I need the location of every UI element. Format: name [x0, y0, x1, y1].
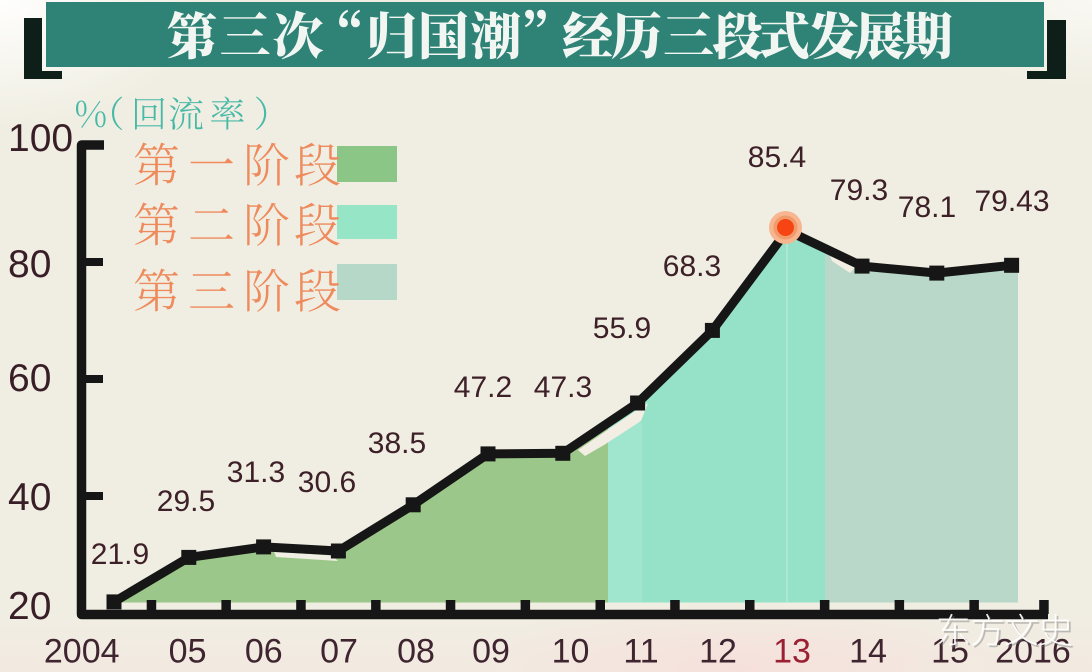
svg-text:06: 06 — [245, 633, 283, 671]
svg-text:47.3: 47.3 — [534, 371, 592, 404]
svg-text:13: 13 — [773, 633, 811, 671]
svg-text:2016: 2016 — [995, 633, 1071, 671]
svg-text:80: 80 — [8, 243, 51, 286]
svg-text:21.9: 21.9 — [91, 538, 149, 571]
svg-text:05: 05 — [169, 633, 207, 671]
svg-text:100: 100 — [8, 117, 73, 160]
svg-text:30.6: 30.6 — [298, 466, 356, 499]
svg-text:14: 14 — [849, 633, 887, 671]
svg-text:31.3: 31.3 — [227, 456, 285, 489]
svg-text:10: 10 — [552, 633, 590, 671]
svg-text:2004: 2004 — [44, 633, 120, 671]
svg-text:07: 07 — [320, 633, 358, 671]
svg-text:60: 60 — [8, 357, 51, 400]
svg-text:47.2: 47.2 — [454, 371, 512, 404]
svg-text:68.3: 68.3 — [663, 250, 721, 283]
svg-text:79.43: 79.43 — [974, 185, 1049, 218]
svg-text:38.5: 38.5 — [368, 427, 426, 460]
svg-text:20: 20 — [8, 585, 51, 628]
svg-text:78.1: 78.1 — [898, 191, 956, 224]
svg-text:29.5: 29.5 — [157, 485, 215, 518]
svg-text:15: 15 — [931, 633, 969, 671]
svg-text:79.3: 79.3 — [830, 174, 888, 207]
svg-text:40: 40 — [8, 476, 51, 519]
svg-text:85.4: 85.4 — [748, 141, 806, 174]
svg-text:12: 12 — [699, 633, 737, 671]
svg-text:55.9: 55.9 — [593, 312, 651, 345]
svg-text:09: 09 — [472, 633, 510, 671]
svg-text:11: 11 — [623, 633, 658, 671]
svg-text:08: 08 — [397, 633, 435, 671]
